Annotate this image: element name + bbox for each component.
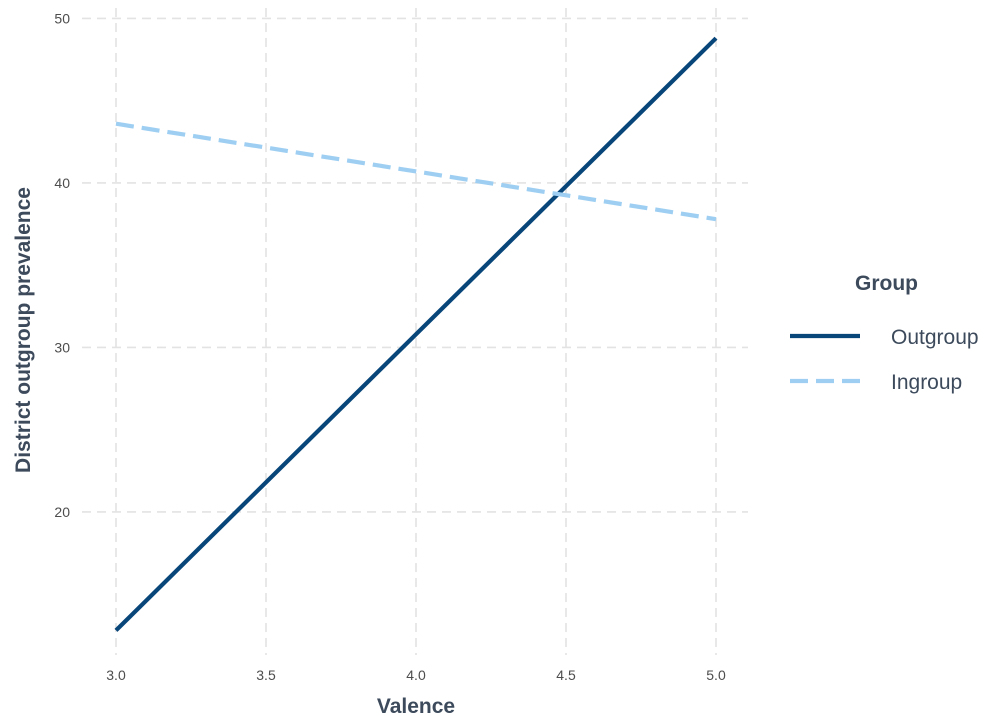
- x-tick-label: 5.0: [706, 667, 726, 683]
- y-axis-ticks: 20 30 40 50: [54, 10, 70, 520]
- x-tick-label: 3.0: [106, 667, 126, 683]
- legend-title: Group: [855, 272, 918, 295]
- y-axis-title: District outgroup prevalence: [12, 187, 35, 473]
- x-axis-title: Valence: [377, 695, 455, 716]
- series-line-outgroup: [114, 36, 718, 632]
- legend-items: Outgroup Ingroup: [790, 326, 979, 394]
- x-axis-ticks: 3.0 3.5 4.0 4.5 5.0: [106, 667, 726, 683]
- legend-label-ingroup: Ingroup: [891, 371, 962, 394]
- y-tick-label: 20: [54, 504, 70, 520]
- series-lines: [114, 36, 718, 632]
- y-tick-label: 40: [54, 175, 70, 191]
- legend: Group Outgroup Ingroup: [790, 272, 979, 394]
- x-tick-label: 4.0: [406, 667, 426, 683]
- y-tick-label: 50: [54, 10, 70, 26]
- y-tick-label: 30: [54, 339, 70, 355]
- series-line-ingroup: [115, 121, 717, 222]
- legend-label-outgroup: Outgroup: [891, 326, 979, 349]
- grid: [82, 8, 748, 655]
- x-tick-label: 4.5: [556, 667, 576, 683]
- x-tick-label: 3.5: [256, 667, 276, 683]
